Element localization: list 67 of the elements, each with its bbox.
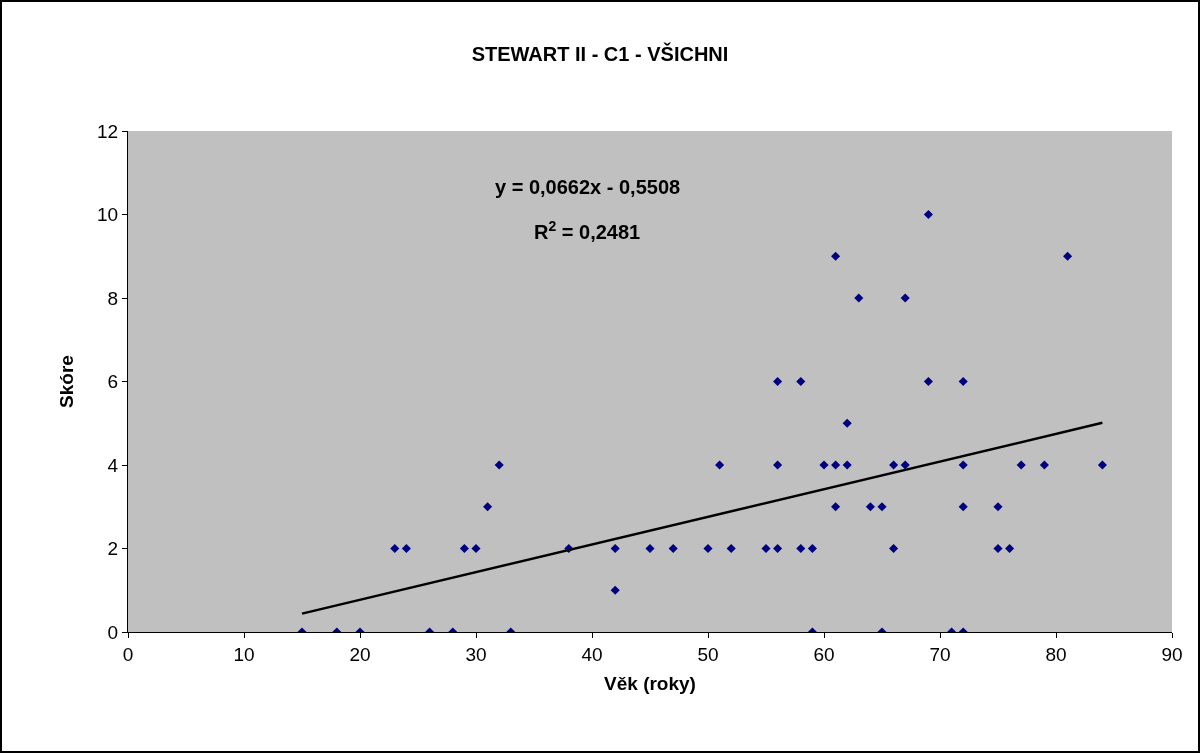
y-tick-label: 10 (97, 204, 119, 226)
point (831, 251, 841, 261)
x-tick-label: 20 (349, 643, 371, 665)
point (1016, 460, 1026, 470)
point (773, 376, 783, 387)
point (889, 543, 899, 554)
point (923, 376, 933, 387)
point (645, 543, 655, 554)
point (807, 543, 817, 554)
point (842, 418, 852, 428)
point (796, 543, 806, 554)
point (494, 460, 504, 470)
x-axis-title: Věk (roky) (604, 672, 696, 694)
point (993, 502, 1003, 512)
y-tick-label: 0 (107, 621, 119, 643)
point (831, 502, 841, 512)
chart-title: STEWART II - C1 - VŠICHNI (471, 42, 729, 66)
x-tick-label: 90 (1161, 643, 1183, 665)
annotation: y = 0,0662x - 0,5508 (495, 176, 681, 198)
point (1005, 543, 1015, 554)
x-tick-label: 60 (813, 643, 835, 665)
x-tick-label: 80 (1045, 643, 1067, 665)
point (610, 585, 620, 595)
y-tick-label: 4 (107, 454, 119, 476)
point (958, 460, 968, 470)
point (1097, 460, 1107, 470)
x-tick-label: 30 (465, 643, 487, 665)
point (993, 543, 1003, 554)
point (900, 293, 910, 303)
point (865, 502, 875, 512)
point (773, 460, 783, 470)
point (877, 502, 887, 512)
point (761, 543, 771, 554)
point (889, 460, 899, 470)
x-tick-label: 40 (581, 643, 603, 665)
point (471, 543, 481, 554)
point (842, 460, 852, 470)
point (668, 543, 678, 554)
annotation: R$^{2}$ = 0,2481 (534, 218, 641, 244)
point (610, 543, 620, 554)
point (401, 543, 411, 554)
y-axis-title: Skóre (55, 355, 77, 408)
x-tick-label: 50 (697, 643, 719, 665)
point (958, 376, 968, 387)
point (715, 460, 725, 470)
x-tick-label: 0 (122, 643, 134, 665)
point (831, 460, 841, 470)
point (703, 543, 713, 554)
y-tick-label: 8 (107, 287, 119, 309)
point (1039, 460, 1049, 470)
y-tick-label: 12 (97, 120, 119, 142)
y-tick-label: 6 (107, 371, 119, 393)
point (796, 376, 806, 387)
x-tick-label: 10 (233, 643, 255, 665)
point (459, 543, 469, 554)
point (390, 543, 400, 554)
point (958, 502, 968, 512)
point (900, 460, 910, 470)
point (923, 209, 933, 220)
point (1063, 251, 1073, 261)
x-tick-label: 70 (929, 643, 951, 665)
point (483, 502, 493, 512)
point (726, 543, 736, 554)
y-tick-label: 2 (107, 538, 119, 560)
point (773, 543, 783, 554)
point (854, 293, 864, 303)
point (819, 460, 829, 470)
